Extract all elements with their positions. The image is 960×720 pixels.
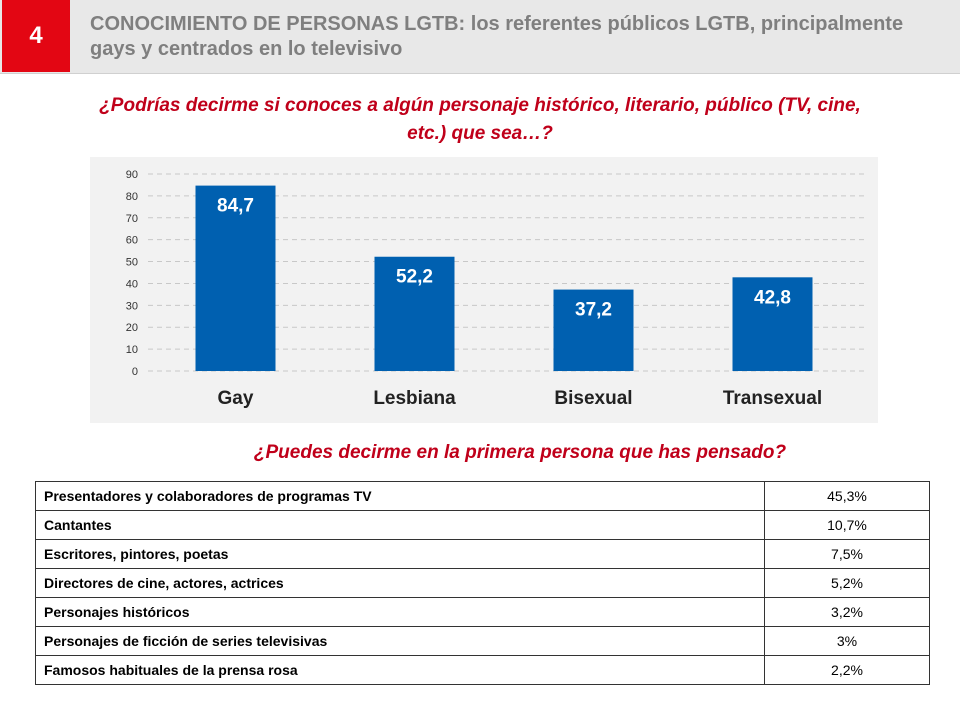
bar [195, 185, 276, 371]
slide-title: CONOCIMIENTO DE PERSONAS LGTB: los refer… [90, 13, 904, 60]
row-label: Cantantes [35, 510, 765, 540]
y-tick-label: 70 [126, 213, 138, 225]
row-label: Famosos habituales de la prensa rosa [35, 655, 765, 685]
bar [732, 277, 813, 371]
slide-number: 4 [2, 0, 70, 72]
row-value: 10,7% [764, 510, 930, 540]
bar-value-label: 37,2 [575, 300, 612, 321]
row-label: Personajes de ficción de series televisi… [35, 626, 765, 656]
bar-chart: 0 10 20 30 40 50 60 70 80 90 84,7 Gay 52,2 Lesbiana 37… [90, 157, 878, 423]
x-category-label: Gay [218, 388, 254, 409]
y-tick-label: 90 [126, 169, 138, 181]
row-value: 45,3% [764, 481, 930, 511]
y-tick-label: 10 [126, 344, 138, 356]
bar [553, 289, 634, 371]
y-tick-label: 80 [126, 191, 138, 203]
x-category-label: Lesbiana [373, 388, 456, 409]
question-first-person: ¿Puedes decirme en la primera persona qu… [253, 442, 787, 463]
row-value: 3% [764, 626, 930, 656]
row-value: 3,2% [764, 597, 930, 627]
row-label: Presentadores y colaboradores de program… [35, 481, 765, 511]
slide-header: 4 CONOCIMIENTO DE PERSONAS LGTB: los ref… [0, 0, 960, 74]
row-value: 2,2% [764, 655, 930, 685]
row-label: Personajes históricos [35, 597, 765, 627]
table-row: Cantantes 10,7% [35, 510, 930, 540]
table-row: Personajes históricos 3,2% [35, 597, 930, 627]
row-label: Directores de cine, actores, actrices [35, 568, 765, 598]
bar-chart-svg: 0 10 20 30 40 50 60 70 80 90 84,7 Gay 52,2 Lesbiana 37… [126, 169, 864, 409]
row-label: Escritores, pintores, poetas [35, 539, 765, 569]
table-row: Directores de cine, actores, actrices 5,… [35, 568, 930, 598]
y-tick-label: 60 [126, 235, 138, 247]
bar-value-label: 84,7 [217, 196, 254, 217]
bar-value-label: 42,8 [754, 287, 791, 308]
table-row: Personajes de ficción de series televisi… [35, 626, 930, 656]
y-tick-label: 50 [126, 257, 138, 269]
row-value: 5,2% [764, 568, 930, 598]
x-category-label: Transexual [723, 388, 822, 409]
question-known: ¿Podrías decirme si conoces a algún pers… [99, 95, 861, 144]
y-tick-label: 40 [126, 278, 138, 290]
table-row: Famosos habituales de la prensa rosa 2,2… [35, 655, 930, 685]
x-category-label: Bisexual [554, 388, 632, 409]
y-tick-label: 0 [132, 366, 138, 378]
table-row: Presentadores y colaboradores de program… [35, 481, 930, 511]
bar-value-label: 52,2 [396, 267, 433, 288]
bar [374, 256, 455, 371]
table-row: Escritores, pintores, poetas 7,5% [35, 539, 930, 569]
results-table: Presentadores y colaboradores de program… [35, 481, 930, 685]
y-tick-label: 20 [126, 322, 138, 334]
row-value: 7,5% [764, 539, 930, 569]
y-tick-label: 30 [126, 300, 138, 312]
